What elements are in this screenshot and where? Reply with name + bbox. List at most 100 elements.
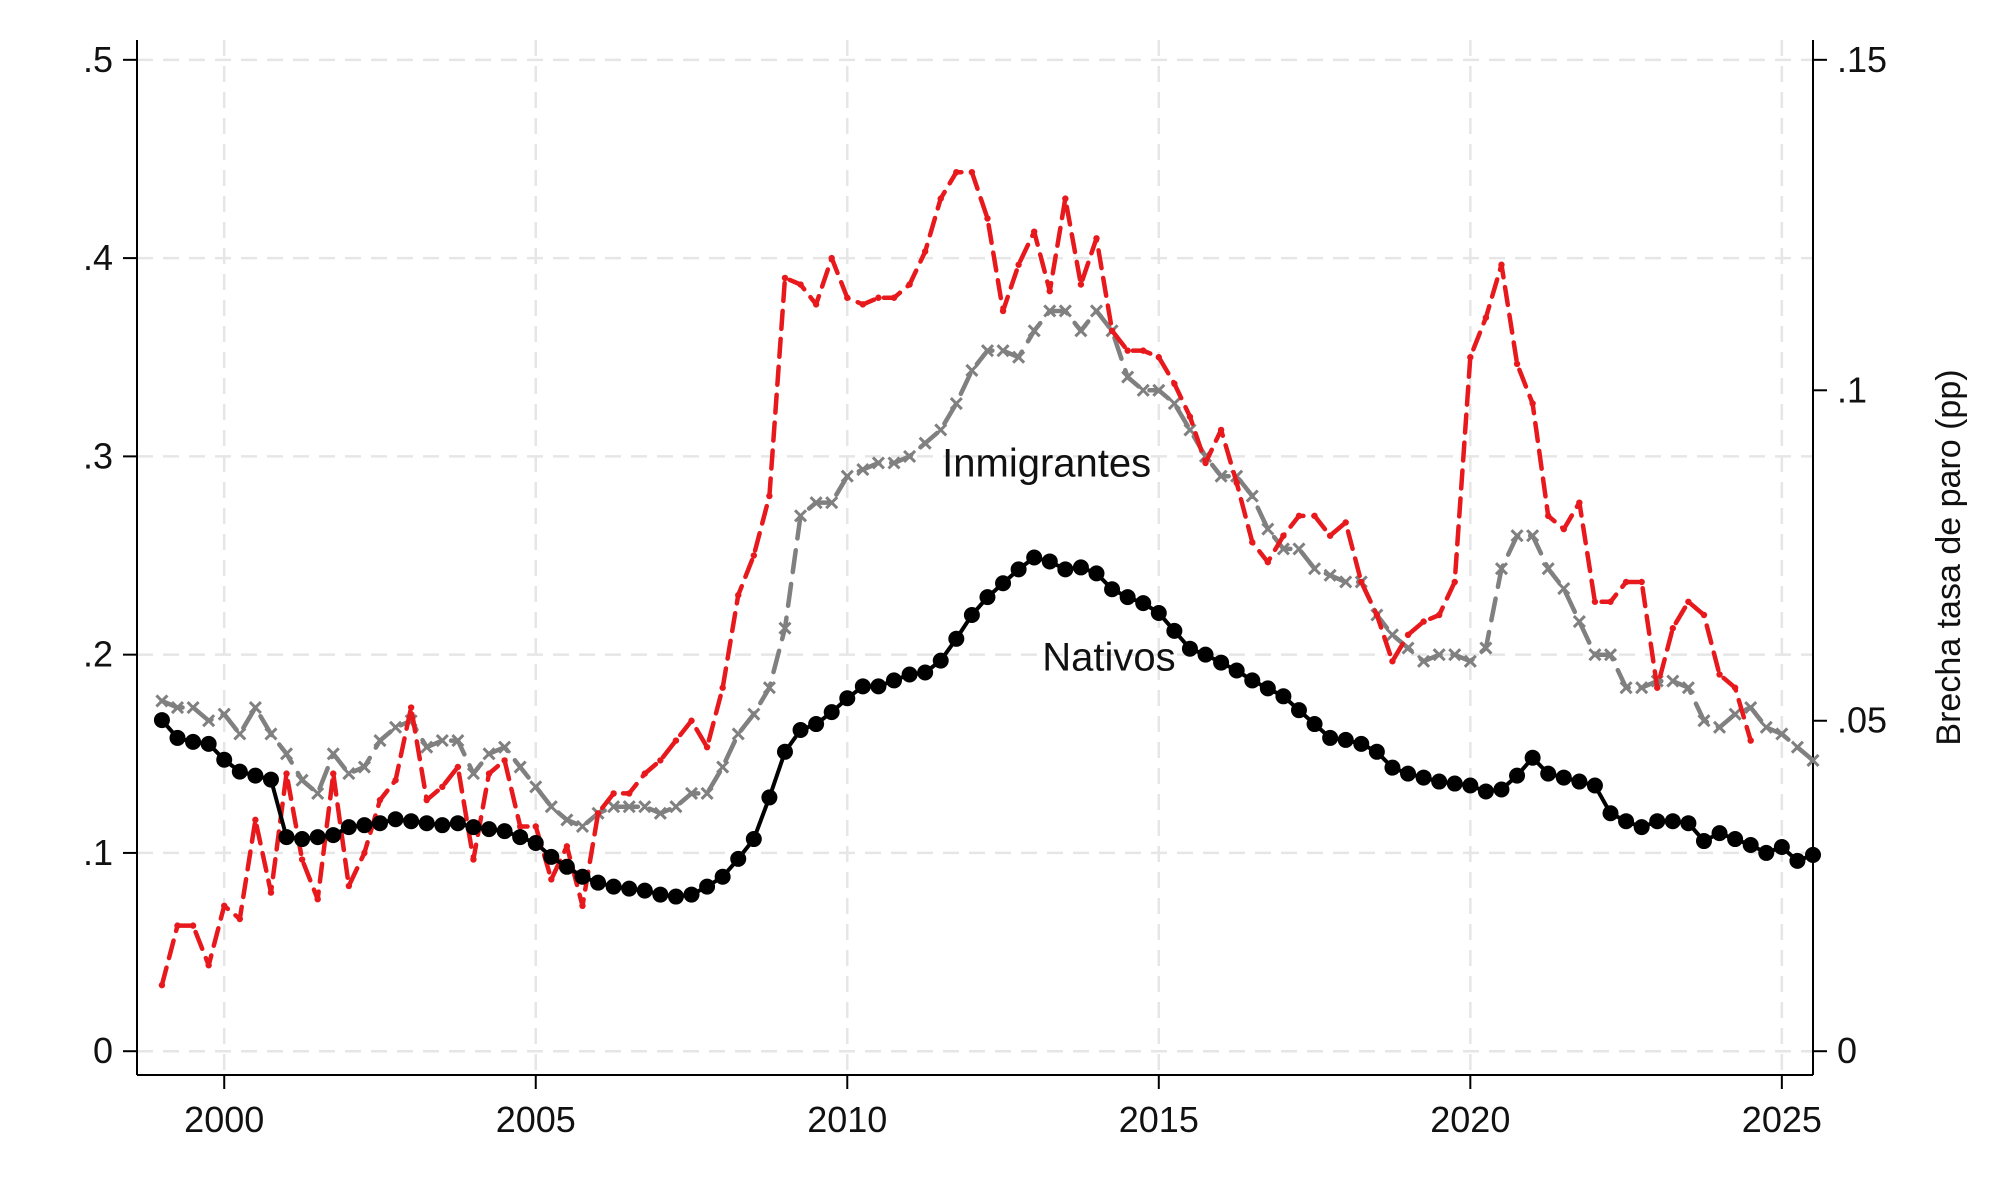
x-axis-tick-label: 2000 (184, 1099, 264, 1140)
data-point (407, 704, 415, 711)
data-point (1451, 578, 1458, 586)
data-point (870, 678, 887, 695)
data-point (1197, 646, 1214, 663)
data-point (1540, 765, 1557, 782)
data-point (1758, 844, 1775, 861)
data-point (963, 607, 980, 623)
data-point (247, 767, 264, 784)
data-point (1015, 261, 1022, 268)
data-point (854, 678, 871, 695)
data-point (1479, 641, 1493, 655)
data-point (781, 274, 789, 282)
data-point (1400, 765, 1417, 782)
data-point (330, 770, 337, 777)
data-point (1557, 582, 1571, 596)
data-point (420, 740, 434, 754)
data-point (544, 800, 558, 814)
data-point (1680, 815, 1697, 832)
data-point (1214, 469, 1228, 483)
data-point (283, 770, 290, 777)
data-point (205, 962, 212, 969)
data-point (371, 815, 388, 832)
data-point (1358, 578, 1365, 586)
data-point (1077, 281, 1085, 288)
data-point (418, 815, 435, 832)
data-point (638, 800, 652, 814)
data-point (747, 707, 761, 721)
left-axis-tick-label: .5 (83, 39, 113, 80)
data-point (641, 770, 648, 777)
data-point (610, 790, 617, 797)
data-point (1072, 559, 1089, 576)
right-axis-title: Brecha tasa de paro (pp) (1930, 369, 1968, 745)
data-point (548, 876, 555, 883)
data-point (278, 829, 295, 846)
data-point (808, 716, 825, 733)
data-point (1494, 562, 1509, 576)
data-point (513, 760, 527, 774)
data-point (622, 800, 636, 814)
data-point (387, 811, 404, 828)
data-point (1280, 532, 1287, 539)
data-point (1571, 773, 1588, 790)
data-point (236, 915, 244, 923)
data-point (1307, 562, 1322, 576)
data-point (906, 281, 913, 288)
data-point (1155, 354, 1162, 361)
data-point (1744, 700, 1758, 715)
data-point (435, 734, 449, 748)
data-point (653, 806, 667, 820)
x-axis-tick-label: 2010 (807, 1099, 887, 1140)
data-point (1027, 324, 1041, 338)
data-point (1789, 852, 1806, 869)
data-point (1417, 654, 1431, 668)
data-point (574, 868, 591, 885)
data-point (1586, 777, 1603, 794)
data-point (886, 672, 903, 689)
data-point (1572, 615, 1586, 629)
data-point (856, 463, 870, 477)
data-point (1633, 819, 1650, 836)
data-point (1026, 549, 1043, 566)
data-point (309, 829, 326, 846)
data-point (890, 294, 898, 301)
data-point (999, 307, 1007, 315)
data-point (1030, 228, 1038, 235)
data-point (621, 880, 638, 897)
data-point (1526, 529, 1540, 543)
data-point (185, 733, 202, 750)
data-point (560, 813, 574, 827)
data-point (1088, 565, 1105, 582)
data-point (607, 800, 621, 814)
data-point (1700, 611, 1708, 619)
data-point (1509, 767, 1526, 784)
data-point (1727, 831, 1744, 848)
data-point (1217, 426, 1225, 434)
data-point (267, 889, 275, 896)
data-point (1435, 611, 1443, 619)
data-point (1420, 618, 1427, 625)
data-point (1635, 681, 1649, 695)
data-point (1806, 753, 1820, 767)
data-point (1773, 838, 1790, 855)
data-point (1576, 499, 1583, 506)
data-point (859, 301, 867, 308)
data-point (423, 796, 430, 804)
data-point (750, 552, 758, 559)
data-point (466, 767, 481, 781)
left-axis-tick-label: 0 (93, 1030, 113, 1071)
data-point (373, 734, 387, 748)
axes: 0 .1 .2 .3 .4 .5 0 .05 .1 .15 2000 2005 2010 2015 2020… (83, 39, 1887, 1140)
data-point (703, 743, 711, 751)
data-point (979, 589, 996, 606)
data-point (1697, 714, 1711, 728)
data-point (1181, 640, 1198, 657)
data-point (903, 449, 917, 463)
data-point (1368, 743, 1385, 760)
data-point (279, 747, 294, 761)
data-point (745, 831, 762, 848)
series-group (158, 168, 1754, 989)
data-point (667, 888, 684, 905)
data-point (216, 751, 233, 768)
